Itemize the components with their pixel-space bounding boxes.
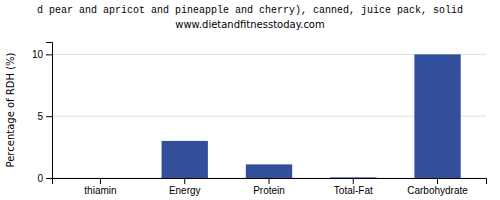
chart-container: d pear and apricot and pineapple and che… [0, 0, 500, 200]
bar [162, 141, 208, 178]
chart-svg: d pear and apricot and pineapple and che… [0, 0, 500, 200]
y-axis-line [46, 43, 53, 179]
grid [52, 54, 486, 178]
bar [414, 54, 460, 178]
plot: thiamin Energy Protein Total-Fat Carbohydrat… [32, 43, 487, 197]
y-tick-label: 5 [37, 111, 43, 122]
subtitle: www.dietandfitnesstoday.com [175, 19, 324, 30]
bar [246, 164, 292, 178]
x-tick: thiamin [84, 178, 116, 196]
x-tick: Carbohydrate [407, 178, 468, 196]
x-axis-line [53, 179, 487, 185]
bar [330, 177, 376, 178]
x-tick: Energy [169, 178, 201, 196]
x-tick-mark [437, 178, 438, 184]
x-tick-label: Carbohydrate [407, 185, 468, 196]
y-tick-label: 0 [37, 173, 43, 184]
title: d pear and apricot and pineapple and che… [37, 5, 463, 16]
x-tick-mark [269, 178, 270, 184]
x-tick-label: Protein [253, 185, 285, 196]
y-tick: 10 [32, 49, 52, 60]
x-tick-label: thiamin [84, 185, 116, 196]
x-tick: Protein [253, 178, 285, 196]
y-tick-mark [46, 116, 52, 117]
bars [162, 54, 461, 178]
x-tick-label: Energy [169, 185, 201, 196]
y-axis-title: Percentage of RDH (%) [5, 52, 16, 167]
y-tick: 0 [37, 173, 52, 184]
y-tick: 5 [37, 111, 52, 122]
y-axis: 0 5 10 [32, 43, 53, 184]
x-axis: thiamin Energy Protein Total-Fat Carbohydrat… [53, 178, 487, 196]
y-tick-label: 10 [32, 49, 44, 60]
bar [77, 178, 123, 179]
x-tick-label: Total-Fat [334, 185, 373, 196]
y-tick-mark [46, 54, 52, 55]
x-tick-mark [353, 178, 354, 184]
x-tick-mark [100, 178, 101, 184]
x-tick: Total-Fat [334, 178, 373, 196]
x-tick-mark [184, 178, 185, 184]
y-tick-mark [46, 178, 52, 179]
